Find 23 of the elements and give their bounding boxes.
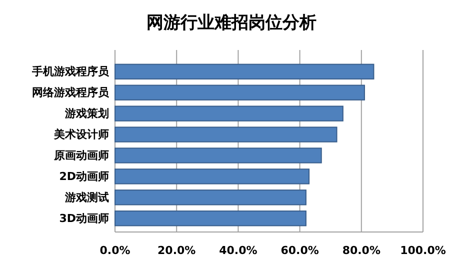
x-tick-label: 80.0% bbox=[342, 244, 380, 257]
y-tick-label: 手机游戏程序员 bbox=[31, 65, 110, 78]
x-tick-label: 0.0% bbox=[100, 244, 130, 257]
bar bbox=[114, 168, 310, 184]
bar bbox=[114, 126, 338, 142]
bar bbox=[114, 106, 344, 122]
bar bbox=[114, 210, 306, 226]
bar bbox=[114, 84, 365, 100]
bar bbox=[114, 148, 322, 164]
chart-title: 网游行业难招岗位分析 bbox=[146, 13, 316, 33]
y-tick-label: 原画动画师 bbox=[53, 149, 109, 162]
y-tick-label: 2D动画师 bbox=[59, 170, 109, 183]
x-tick-label: 20.0% bbox=[158, 244, 196, 257]
y-tick-label: 游戏策划 bbox=[64, 107, 109, 120]
bar bbox=[114, 64, 374, 80]
x-tick-label: 40.0% bbox=[219, 244, 258, 257]
y-tick-label: 美术设计师 bbox=[53, 128, 109, 142]
y-tick-label: 3D动画师 bbox=[59, 212, 109, 225]
x-tick-label: 60.0% bbox=[280, 244, 319, 257]
y-tick-label: 游戏测试 bbox=[64, 190, 109, 204]
y-tick-label: 网络游戏程序员 bbox=[32, 86, 110, 100]
x-tick-label: 100.0% bbox=[400, 244, 446, 257]
bar bbox=[114, 190, 306, 206]
